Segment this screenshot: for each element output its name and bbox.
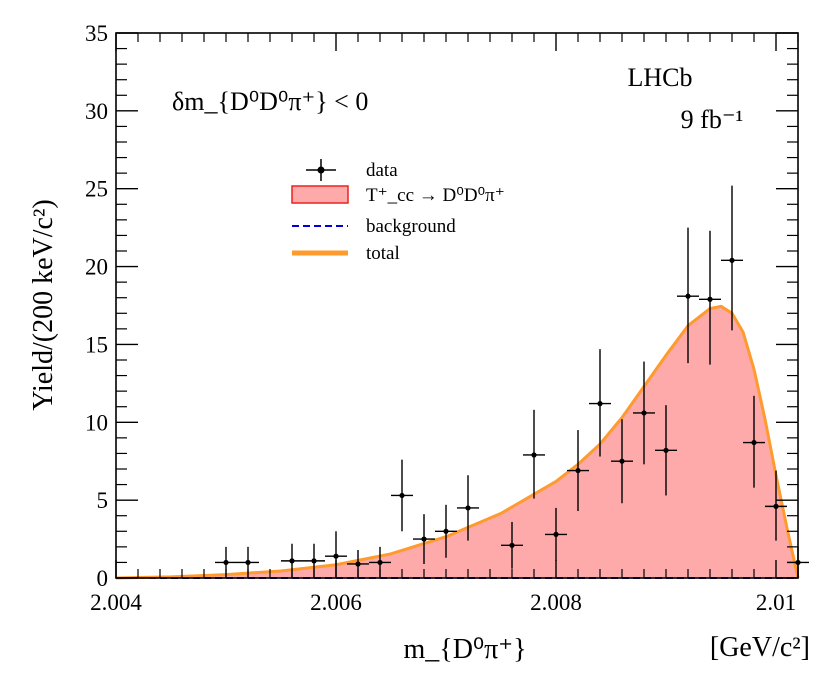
data-point-marker — [685, 293, 691, 299]
selection-label: δm_{D⁰D⁰π⁺} < 0 — [172, 87, 368, 116]
data-point-marker — [223, 559, 229, 566]
total-curve — [115, 304, 800, 580]
data-point-marker — [421, 536, 427, 542]
x-axis-unit: [GeV/c²] — [710, 632, 810, 663]
data-point-marker — [707, 296, 713, 302]
y-tick-label: 35 — [85, 21, 108, 46]
legend-label-data: data — [366, 160, 398, 181]
data-point-marker — [641, 410, 647, 416]
data-point — [655, 405, 677, 496]
y-tick-label: 15 — [85, 332, 108, 357]
plot-frame — [115, 32, 799, 579]
data-point — [611, 419, 633, 504]
data-point — [633, 361, 655, 465]
data-point-marker — [729, 257, 735, 263]
data-point-marker — [509, 542, 515, 548]
data-point — [721, 185, 743, 331]
signal-area — [116, 306, 798, 578]
data-point — [391, 459, 413, 532]
data-point-marker — [245, 559, 251, 566]
data-point-marker — [311, 558, 317, 564]
data-point-marker — [355, 561, 361, 567]
data-point-marker — [751, 439, 757, 446]
plot-area — [115, 185, 809, 580]
data-point-marker — [465, 505, 471, 511]
data-point-marker — [377, 559, 383, 566]
tick-labels: 2.004 2.006 2.008 2.01 0 5 10 15 20 25 30 35 — [85, 21, 796, 615]
x-tick-label: 2.006 — [310, 590, 362, 615]
y-axis-title: Yield/(200 keV/c²) — [28, 199, 59, 410]
x-tick-label: 2.004 — [90, 590, 142, 615]
data-point-marker — [597, 401, 603, 407]
data-point — [215, 546, 237, 578]
legend-entry-signal: T⁺_cc → D⁰D⁰π⁺ — [291, 185, 505, 206]
data-point-marker — [773, 503, 779, 509]
data-point-marker — [531, 452, 537, 458]
legend-label-total: total — [366, 243, 400, 264]
luminosity-label: 9 fb⁻¹ — [681, 105, 744, 134]
data-point — [699, 230, 721, 365]
data-point — [677, 227, 699, 364]
data-point — [523, 409, 545, 499]
data-point — [501, 521, 523, 569]
y-tick-label: 10 — [85, 410, 108, 435]
data-point-marker — [575, 467, 581, 474]
data-point-marker — [289, 558, 295, 564]
legend-label-signal: T⁺_cc → D⁰D⁰π⁺ — [366, 185, 505, 206]
legend-entry-data: data — [306, 159, 398, 181]
axes — [115, 32, 799, 579]
data-point — [435, 504, 457, 558]
data-point-marker — [663, 447, 669, 453]
x-tick-label: 2.008 — [530, 590, 582, 615]
y-tick-label: 25 — [85, 177, 108, 202]
data-point — [765, 470, 787, 541]
y-tick-label: 5 — [97, 488, 109, 513]
data-point — [457, 475, 479, 541]
data-point-marker — [399, 492, 405, 499]
data-point — [413, 514, 435, 564]
y-tick-label: 0 — [97, 566, 109, 591]
experiment-label: LHCb — [628, 63, 693, 92]
legend-entry-background: background — [292, 216, 456, 237]
legend-signal-swatch — [291, 185, 349, 204]
data-point — [589, 349, 611, 457]
y-tick-label: 20 — [85, 255, 108, 280]
data-point-marker — [443, 528, 449, 534]
data-point-marker — [333, 553, 339, 559]
data-point — [743, 395, 765, 488]
legend: data T⁺_cc → D⁰D⁰π⁺ background total — [291, 159, 505, 264]
legend-data-marker — [317, 166, 325, 174]
data-point — [567, 430, 589, 512]
data-point-marker — [553, 531, 559, 538]
data-point — [545, 507, 567, 561]
legend-entry-total: total — [292, 243, 400, 264]
data-point-marker — [619, 458, 625, 464]
y-tick-label: 30 — [85, 99, 108, 124]
x-axis-title: m_{D⁰π⁺} — [403, 634, 526, 665]
legend-label-background: background — [366, 216, 456, 237]
x-tick-label: 2.01 — [756, 590, 796, 615]
tick-marks — [115, 32, 799, 579]
